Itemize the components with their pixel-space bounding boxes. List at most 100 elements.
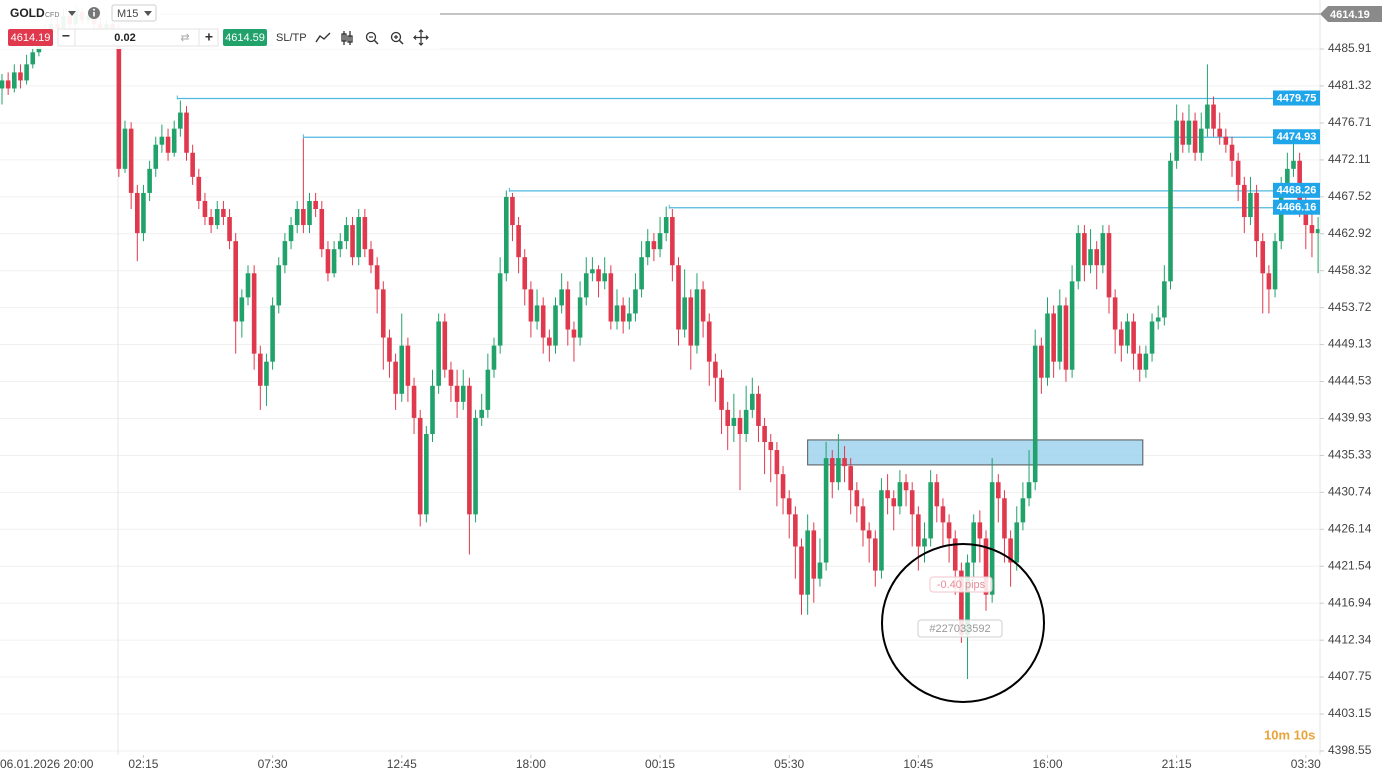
sell-button[interactable]	[8, 29, 53, 46]
candle-body	[977, 522, 983, 539]
volume-input[interactable]: 0.02	[114, 32, 135, 44]
candle-body	[891, 498, 897, 507]
candle-body	[153, 144, 159, 169]
candle-body	[774, 450, 780, 475]
candle-body	[1180, 120, 1186, 145]
candle-body	[700, 289, 706, 322]
line-chart-icon[interactable]	[315, 32, 331, 43]
candle-body	[596, 269, 601, 282]
candle-body	[405, 345, 411, 386]
candle-body	[688, 297, 694, 346]
zoom-out-icon[interactable]	[365, 31, 377, 43]
candle-body	[854, 490, 860, 507]
candle-body	[147, 168, 152, 193]
candle-body	[325, 249, 331, 274]
candle-body	[1309, 225, 1315, 234]
candle-body	[1131, 321, 1136, 354]
candle-body	[362, 217, 368, 250]
candle-body	[18, 72, 23, 81]
x-tick-label: 03:30	[1291, 757, 1321, 771]
candle-body	[294, 208, 300, 226]
candle-body	[571, 329, 577, 338]
zone-layer	[807, 439, 1144, 466]
y-tick-label: 4407.75	[1328, 669, 1372, 683]
buy-price[interactable]: 4614.59	[225, 32, 265, 44]
candle-body	[307, 200, 312, 226]
candle-body	[128, 128, 134, 193]
timeframe-select[interactable]	[111, 4, 157, 22]
candle-body	[411, 385, 417, 418]
candle-body	[393, 361, 398, 394]
candle-body	[1192, 120, 1198, 153]
candle-body	[1112, 297, 1118, 330]
y-tick-label: 4421.54	[1328, 558, 1372, 572]
price-axis-bg	[1320, 0, 1382, 777]
sell-price[interactable]: 4614.19	[11, 32, 51, 44]
candle-body	[602, 273, 607, 282]
candle-body	[202, 200, 208, 218]
candle-body	[909, 490, 915, 515]
y-tick-label: 4435.33	[1328, 448, 1372, 462]
zoom-in-icon[interactable]	[390, 31, 402, 43]
swap-icon[interactable]: ⇄	[180, 32, 189, 44]
candle-body	[1242, 184, 1247, 218]
candle-body	[639, 257, 644, 290]
candle-body	[1297, 160, 1302, 201]
candle-body	[590, 269, 595, 274]
candle-body	[1051, 313, 1056, 362]
buy-button[interactable]	[223, 29, 267, 46]
symbol[interactable]: GOLD	[10, 6, 45, 20]
price-axis: 4485.91 4481.32 4476.71 4472.11 4467.52 4462.…	[1320, 41, 1372, 757]
pan-icon[interactable]	[413, 29, 429, 46]
candle-body	[1235, 160, 1241, 185]
candle-body	[694, 289, 700, 346]
candle-body	[817, 562, 823, 579]
y-tick-label: 4472.11	[1328, 152, 1371, 166]
candle-body	[940, 506, 946, 523]
candle-body	[1223, 136, 1229, 145]
candle-chart-icon[interactable]	[341, 31, 353, 45]
candle-body	[1211, 104, 1216, 129]
candle-body	[221, 208, 226, 218]
timeframe[interactable]: M15	[117, 8, 138, 20]
candle-body	[344, 225, 349, 242]
candle-body	[436, 321, 441, 386]
order-label[interactable]: #227033592	[929, 623, 990, 635]
zoom-out-handle	[373, 39, 379, 45]
candle-body	[750, 393, 755, 410]
grid	[0, 48, 1320, 752]
candle-body	[448, 369, 454, 386]
minus-button[interactable]: −	[62, 28, 70, 44]
candle-body	[387, 337, 392, 362]
order-box[interactable]	[917, 619, 1003, 638]
candle-body	[424, 433, 429, 515]
candle-body	[756, 393, 761, 426]
candle-body	[208, 217, 214, 226]
candle-body	[135, 192, 140, 234]
candle-body	[399, 345, 405, 394]
y-tick-label: 4453.72	[1328, 300, 1372, 314]
candle-body	[30, 52, 36, 65]
candle-body	[24, 64, 29, 81]
symbol-dropdown[interactable]	[68, 11, 76, 16]
candle-body	[381, 289, 386, 338]
candle-body	[1155, 317, 1161, 322]
candle-body	[1168, 160, 1173, 282]
y-tick-label: 4398.55	[1328, 743, 1372, 757]
candle-body	[430, 385, 435, 434]
timeframe-dropdown[interactable]	[144, 11, 152, 16]
candle-body	[885, 490, 890, 499]
candle-body	[1082, 233, 1087, 266]
candle-body	[141, 192, 146, 234]
candle-body	[497, 273, 503, 346]
plus-button[interactable]: +	[205, 29, 213, 45]
sl-tp-button[interactable]: SL/TP	[276, 32, 307, 44]
candle-body	[1063, 305, 1069, 370]
candle-body	[1248, 192, 1253, 218]
current-price-tag	[1320, 6, 1382, 22]
candle-body	[227, 217, 232, 242]
candle-body	[799, 546, 804, 595]
current-price-label: 4614.19	[1330, 9, 1370, 21]
candle-body	[971, 522, 976, 563]
candle-body	[1149, 321, 1155, 354]
